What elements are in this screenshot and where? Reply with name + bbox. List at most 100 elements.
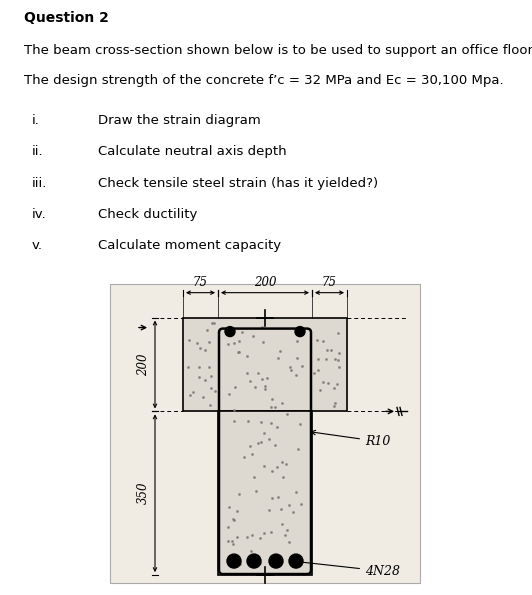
Point (203, 325, 211, 335)
Point (286, 362, 295, 371)
Point (310, 368, 319, 377)
Point (334, 328, 342, 338)
Point (236, 559, 244, 568)
Point (276, 504, 285, 513)
Point (256, 558, 264, 568)
Point (292, 370, 300, 380)
Text: The beam cross-section shown below is to be used to support an office floor.: The beam cross-section shown below is to… (24, 44, 532, 57)
Point (297, 499, 305, 509)
Point (260, 428, 268, 438)
Point (262, 373, 271, 383)
Point (243, 351, 252, 361)
Point (260, 384, 269, 393)
Circle shape (269, 554, 283, 568)
Point (207, 318, 216, 328)
Point (255, 533, 264, 543)
Point (274, 353, 282, 362)
Point (198, 392, 207, 402)
Text: 75: 75 (193, 275, 208, 289)
Point (243, 368, 251, 378)
Circle shape (295, 327, 305, 337)
Point (223, 522, 232, 532)
Point (228, 537, 237, 546)
Point (296, 556, 305, 566)
Point (247, 531, 256, 540)
Point (206, 384, 215, 393)
Point (295, 329, 303, 339)
Point (201, 375, 210, 384)
Point (211, 387, 220, 396)
Point (271, 403, 279, 412)
Point (228, 514, 237, 524)
Point (281, 531, 289, 540)
Point (206, 371, 215, 381)
Point (334, 355, 343, 365)
Point (257, 375, 266, 384)
Point (285, 500, 294, 510)
Point (210, 319, 218, 328)
Point (323, 378, 332, 387)
Point (240, 453, 248, 462)
Point (235, 490, 244, 499)
Point (283, 409, 292, 419)
Circle shape (225, 327, 235, 337)
Point (257, 418, 265, 427)
Point (313, 335, 322, 345)
Point (273, 463, 281, 472)
Point (205, 363, 213, 372)
Point (268, 493, 276, 503)
Point (288, 507, 297, 516)
Text: Calculate neutral axis depth: Calculate neutral axis depth (98, 145, 287, 158)
Point (252, 486, 260, 496)
Text: 350: 350 (137, 482, 150, 505)
Point (235, 336, 243, 346)
Point (205, 337, 213, 347)
Point (335, 362, 343, 372)
Point (282, 525, 291, 535)
Point (314, 355, 322, 364)
Point (229, 540, 237, 549)
Text: Check ductility: Check ductility (98, 208, 198, 221)
Point (243, 533, 251, 542)
Point (246, 441, 254, 451)
Point (278, 472, 287, 481)
Point (230, 405, 239, 414)
Point (195, 344, 204, 353)
Point (293, 353, 302, 362)
Point (331, 354, 339, 364)
Point (260, 528, 268, 538)
Point (254, 368, 263, 378)
Point (225, 502, 233, 512)
Point (195, 372, 203, 382)
Point (297, 362, 306, 371)
Point (271, 440, 279, 450)
Text: iv.: iv. (32, 208, 47, 221)
Circle shape (247, 554, 261, 568)
Point (229, 552, 237, 561)
Point (234, 347, 242, 357)
Point (260, 461, 269, 471)
Point (278, 399, 286, 408)
Point (188, 387, 197, 396)
Point (265, 505, 273, 515)
Point (201, 345, 209, 355)
Point (333, 379, 342, 389)
Point (250, 472, 259, 481)
Point (247, 449, 256, 459)
Point (195, 362, 204, 372)
Text: The design strength of the concrete f’c = 32 MPa and Ec = 30,100 Mpa.: The design strength of the concrete f’c … (24, 74, 504, 87)
Point (294, 444, 302, 454)
Text: iii.: iii. (32, 177, 47, 190)
Point (229, 515, 238, 524)
Point (293, 336, 301, 346)
Point (267, 402, 276, 412)
Point (318, 377, 327, 387)
Point (267, 394, 276, 404)
Point (232, 506, 241, 516)
Text: R10: R10 (311, 430, 390, 448)
Point (244, 416, 252, 426)
Point (205, 400, 214, 409)
Circle shape (227, 554, 241, 568)
Point (273, 492, 282, 502)
Text: Check tensile steel strain (has it yielded?): Check tensile steel strain (has it yield… (98, 177, 379, 190)
